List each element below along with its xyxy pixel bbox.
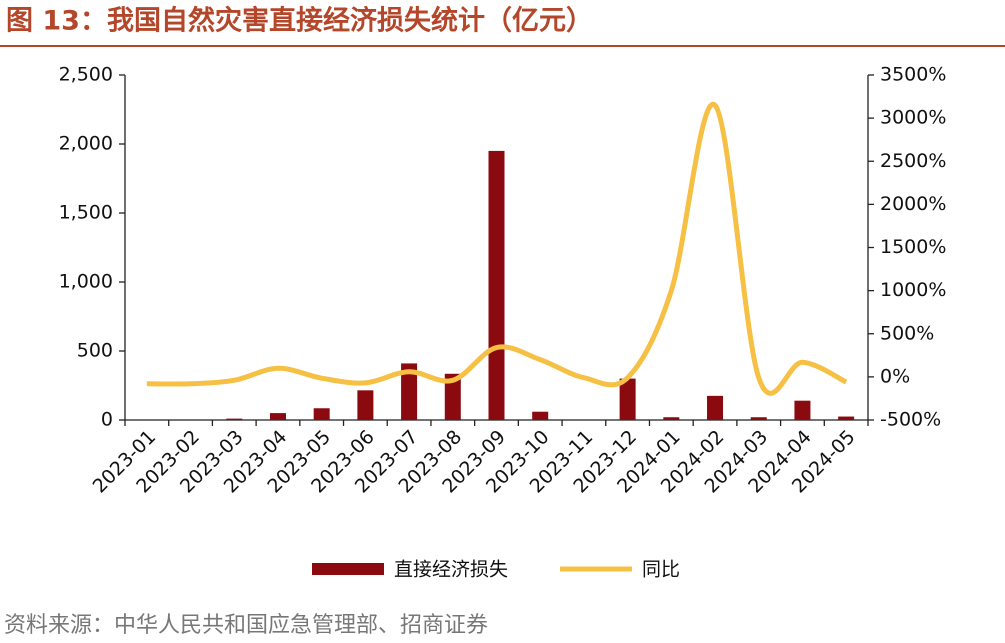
bar [444,373,461,420]
bar [357,390,374,420]
y2-tick-label: 1000% [880,279,946,301]
y2-tick-label: -500% [880,409,941,431]
bar [707,395,724,420]
legend-swatch [312,563,384,575]
bar [313,408,330,420]
y-tick-label: 500 [77,340,113,362]
y2-tick-label: 3500% [880,64,946,86]
line [146,101,848,396]
y-tick-label: 2,000 [59,133,113,155]
y2-tick-label: 0% [880,365,910,387]
bar [269,413,286,420]
y2-tick-label: 500% [880,322,934,344]
y2-tick-label: 2000% [880,193,946,215]
y2-tick-label: 3000% [880,107,946,129]
bar [794,400,811,420]
legend-label: 同比 [642,559,680,581]
chart-title: 图 13：我国自然灾害直接经济损失统计（亿元） [6,5,593,37]
legend-label: 直接经济损失 [394,559,508,581]
bar [663,417,680,420]
source: 资料来源：中华人民共和国应急管理部、招商证券 [4,613,488,638]
y2-tick-label: 1500% [880,236,946,258]
y2-tick-label: 2500% [880,150,946,172]
bar [532,411,549,420]
bar [401,363,418,420]
bar [750,417,767,420]
y-tick-label: 1,000 [59,271,113,293]
bar [838,416,855,420]
bar [619,378,636,420]
bar [488,150,505,420]
y-tick-label: 1,500 [59,202,113,224]
y-tick-label: 0 [101,409,113,431]
bar [226,418,243,420]
y-tick-label: 2,500 [59,64,113,86]
